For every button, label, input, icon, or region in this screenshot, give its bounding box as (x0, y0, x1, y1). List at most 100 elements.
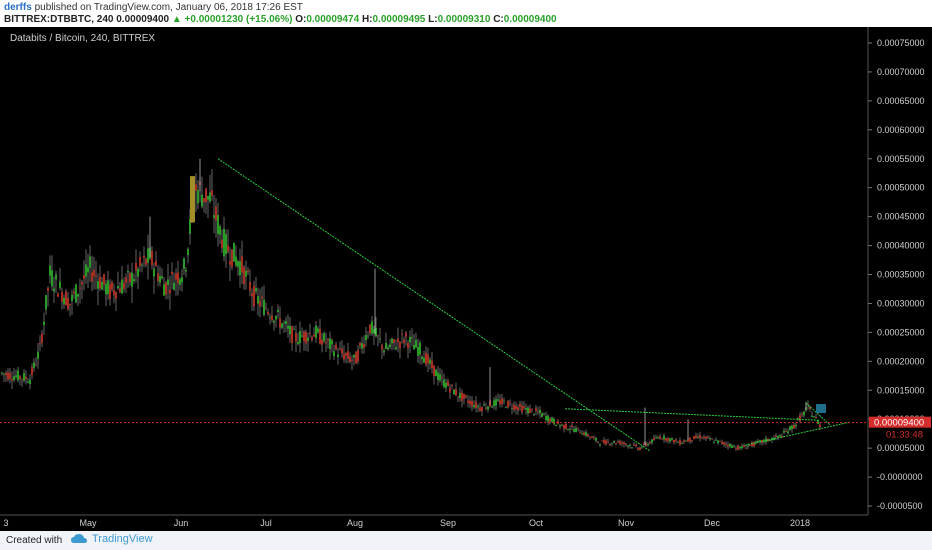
candle-body (137, 268, 139, 277)
candle-body (551, 417, 553, 422)
candle-body (675, 439, 677, 441)
candle-body (619, 440, 621, 445)
candle-body (237, 261, 239, 268)
candle-body (29, 379, 31, 385)
candle-body (773, 438, 775, 441)
x-tick-label: Jul (260, 518, 272, 528)
candle-body (307, 337, 309, 341)
candle-body (655, 437, 657, 439)
candle-body (361, 343, 363, 349)
candle-body (47, 287, 49, 291)
candle-body (581, 433, 583, 435)
candle-body (793, 424, 795, 429)
candle-body (241, 256, 243, 273)
candle-body (121, 279, 123, 294)
x-tick-label: Oct (529, 518, 544, 528)
candle-body (509, 402, 511, 404)
candle-body (651, 439, 653, 443)
candle-body (611, 443, 613, 445)
candle-body (521, 405, 523, 413)
candle-body (473, 405, 475, 408)
candle-body (239, 261, 241, 276)
candle-body (755, 441, 757, 443)
candle-body (387, 347, 389, 350)
footer-bar: Created with TradingView (0, 531, 932, 550)
x-axis-ticks: 3 May Jun Jul Aug Sep Oct Nov Dec 2018 (3, 518, 810, 528)
candle-body (247, 270, 249, 273)
candle-body (97, 281, 99, 289)
candle-body (371, 321, 373, 334)
candle-body (613, 441, 615, 443)
tradingview-logo[interactable]: TradingView (70, 533, 153, 545)
candle-body (437, 372, 439, 380)
candle-body (577, 427, 579, 429)
candle-body (253, 285, 255, 307)
x-tick-label: 2018 (790, 518, 810, 528)
candle-body (147, 248, 149, 263)
price-axis[interactable] (868, 27, 932, 515)
candles (1, 158, 821, 451)
candle-body (783, 430, 785, 433)
candle-body (575, 428, 577, 433)
trendline[interactable] (564, 408, 821, 421)
candle-body (115, 292, 117, 300)
candle-body (7, 372, 9, 380)
candle-body (487, 406, 489, 410)
candle-body (667, 438, 669, 442)
price-chart[interactable]: Databits / Bitcoin, 240, BITTREX 0.00075… (0, 27, 932, 531)
candle-body (359, 342, 361, 346)
candle-body (699, 434, 701, 439)
candle-body (25, 376, 27, 380)
candle-body (601, 440, 603, 442)
candle-body (607, 441, 609, 443)
candle-body (735, 448, 737, 450)
candle-body (295, 333, 297, 342)
candle-body (421, 356, 423, 360)
time-axis[interactable] (0, 515, 932, 531)
brand-name: TradingView (92, 533, 153, 545)
candle-body (163, 284, 165, 296)
candle-body (293, 328, 295, 330)
candle-body (61, 291, 63, 302)
candle-body (507, 400, 509, 408)
candle-body (405, 332, 407, 338)
candle-body (385, 342, 387, 349)
candle-body (337, 354, 339, 357)
candle-body (57, 293, 59, 297)
trendline[interactable] (805, 402, 831, 426)
candle-body (167, 279, 169, 286)
candle-body (211, 190, 213, 196)
plot-area[interactable] (0, 27, 868, 515)
candle-body (411, 337, 413, 339)
candle-body (561, 424, 563, 426)
candle-body (643, 443, 645, 445)
candle-body (491, 406, 493, 408)
author-name[interactable]: derffs (4, 2, 32, 13)
candle-body (725, 443, 727, 445)
candle-body (265, 307, 267, 309)
candle-body (77, 293, 79, 297)
y-tick-label: 0.00075000 (877, 38, 925, 48)
candle-body (707, 436, 709, 438)
candle-body (63, 297, 65, 305)
candle-body (235, 256, 237, 266)
marker-square[interactable] (816, 404, 826, 413)
candle-body (195, 184, 197, 191)
candle-body (633, 444, 635, 446)
candle-body (190, 176, 195, 223)
candle-body (727, 444, 729, 447)
candle-body (801, 413, 803, 415)
candle-body (541, 413, 543, 417)
x-tick-label: Sep (440, 518, 456, 528)
candle-body (21, 378, 23, 380)
y-tick-label: 0.00045000 (877, 212, 925, 222)
candle-body (369, 324, 371, 334)
candle-body (677, 441, 679, 443)
candle-body (391, 338, 393, 344)
candle-body (639, 447, 641, 450)
candle-body (197, 190, 199, 204)
high-value: 0.00009495 (372, 14, 426, 25)
symbol-label: BITTREX:DTBBTC, 240 (4, 14, 114, 25)
candle-body (539, 410, 541, 413)
candle-body (219, 226, 221, 235)
